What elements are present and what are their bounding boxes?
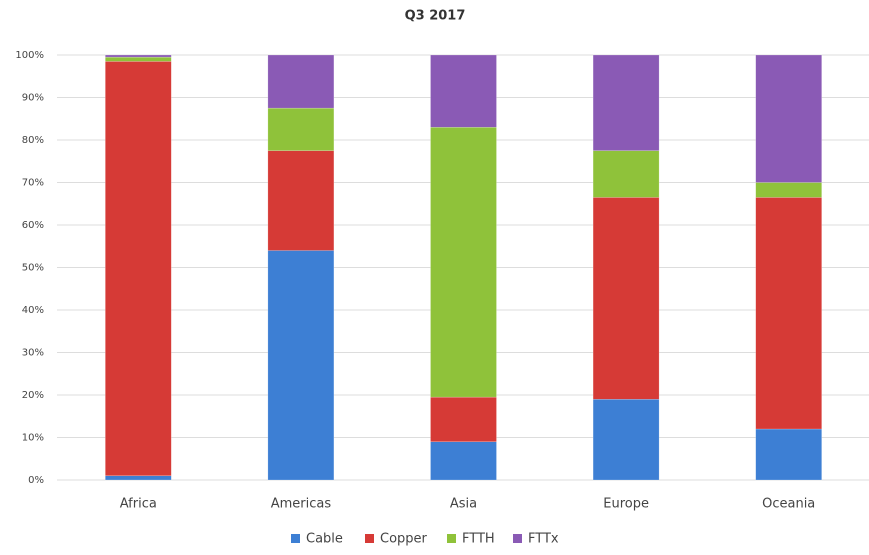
x-tick-label: Europe [603,497,649,512]
legend-label: FTTx [528,532,559,547]
x-tick-label: Americas [271,497,332,512]
bar-segment [592,197,660,400]
legend-label: FTTH [462,532,495,547]
x-tick-label: Asia [450,497,477,512]
bar-segment [105,56,172,62]
y-tick-label: 70% [22,178,44,189]
x-tick-label: Africa [120,497,157,512]
y-tick-label: 30% [22,348,44,359]
y-tick-label: 50% [22,263,44,274]
y-tick-label: 90% [22,93,44,104]
y-tick-label: 0% [28,475,44,486]
legend-swatch [365,534,374,543]
y-tick-label: 60% [22,220,44,231]
bar-segment [755,428,822,481]
legend-swatch [291,534,300,543]
y-tick-label: 20% [22,390,44,401]
bar-segment [105,475,172,481]
y-tick-label: 10% [22,433,44,444]
bar-segment [755,54,822,183]
bar-segment [267,250,335,481]
legend-swatch [513,534,522,543]
bar-segment [267,54,335,109]
legend-swatch [447,534,456,543]
legend-label: Copper [380,532,428,547]
bar-segment [267,107,335,151]
bar-segment [105,61,172,476]
bar-segment [267,150,335,251]
bar-segment [592,399,660,481]
y-tick-label: 80% [22,135,44,146]
bar-segment [755,182,822,198]
bar-segment [755,197,822,430]
x-tick-label: Oceania [762,497,815,512]
y-tick-label: 100% [15,50,44,61]
chart-title: Q3 2017 [405,9,466,24]
bar-segment [430,127,497,398]
bar-segment [592,54,660,151]
y-tick-label: 40% [22,305,44,316]
bar-segment [430,396,497,442]
legend-label: Cable [306,532,343,547]
bar-segment [592,150,660,198]
bar-segment [430,441,497,481]
bar-segment [430,54,497,128]
bar-segment [105,54,172,58]
